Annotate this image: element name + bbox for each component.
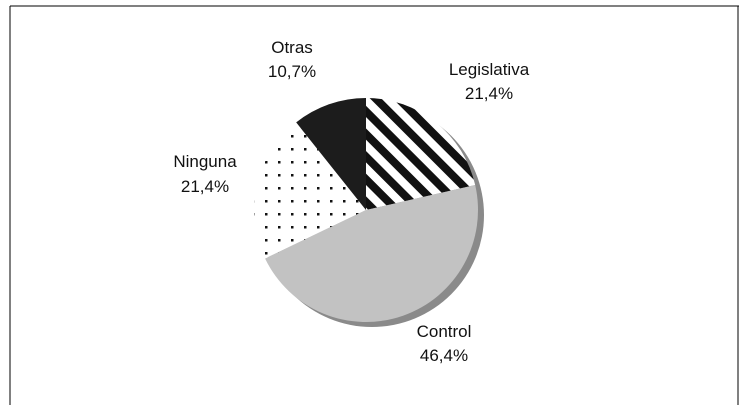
- label-ninguna-name: Ninguna: [173, 152, 237, 171]
- slice-ninguna: [254, 122, 366, 259]
- label-ninguna-value: 21,4%: [181, 177, 229, 196]
- slice-legislativa: [366, 98, 476, 210]
- label-control-name: Control: [417, 322, 472, 341]
- slice-otras: [296, 98, 366, 210]
- label-legislativa-name: Legislativa: [449, 60, 530, 79]
- label-otras-value: 10,7%: [268, 62, 316, 81]
- label-otras-name: Otras: [271, 38, 313, 57]
- label-legislativa-value: 21,4%: [465, 84, 513, 103]
- slice-control: [265, 185, 478, 322]
- label-control-value: 46,4%: [420, 346, 468, 365]
